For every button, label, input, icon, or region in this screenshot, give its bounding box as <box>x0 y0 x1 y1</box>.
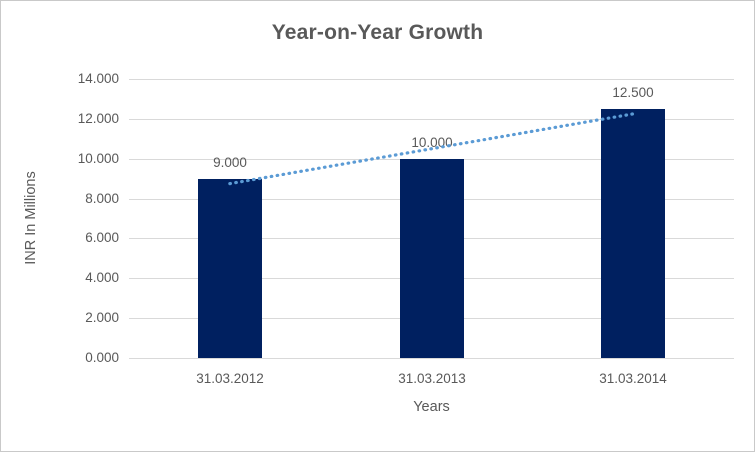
chart-title: Year-on-Year Growth <box>271 21 484 44</box>
bar-31.03.2014 <box>601 109 665 358</box>
gridline <box>129 79 734 80</box>
bar-31.03.2013 <box>400 159 464 358</box>
y-tick-label: 0.000 <box>85 350 119 365</box>
y-axis-title: INR In Millions <box>23 171 39 265</box>
x-tick-label: 31.03.2014 <box>599 371 667 386</box>
y-tick-label: 6.000 <box>85 230 119 245</box>
data-label: 10.000 <box>411 135 453 150</box>
x-tick-label: 31.03.2013 <box>398 371 466 386</box>
gridline <box>129 358 734 359</box>
y-tick-label: 2.000 <box>85 310 119 325</box>
y-tick-label: 14.000 <box>77 71 119 86</box>
y-tick-label: 12.000 <box>77 111 119 126</box>
y-tick-label: 8.000 <box>85 191 119 206</box>
bar-31.03.2012 <box>198 179 262 358</box>
y-tick-label: 4.000 <box>85 270 119 285</box>
x-tick-label: 31.03.2012 <box>196 371 264 386</box>
y-tick-label: 10.000 <box>77 151 119 166</box>
data-label: 9.000 <box>213 155 247 170</box>
data-label: 12.500 <box>612 85 654 100</box>
x-axis-title: Years <box>413 399 450 415</box>
